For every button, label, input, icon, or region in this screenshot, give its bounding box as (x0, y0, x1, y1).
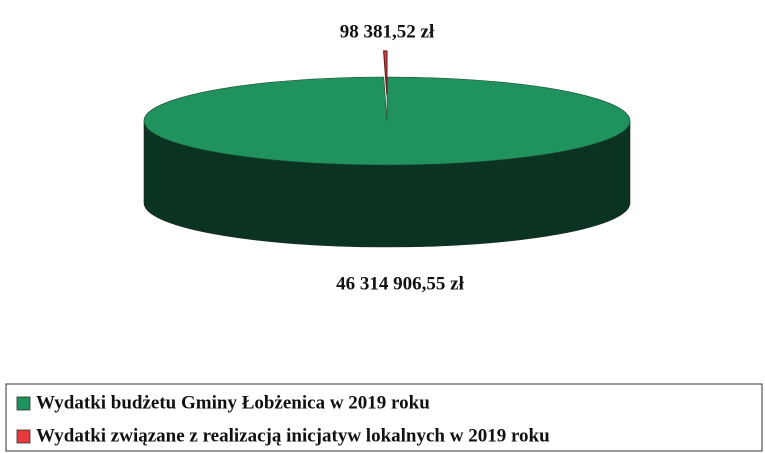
pie-slice (143, 76, 631, 166)
legend-box (5, 383, 763, 452)
legend-swatch (16, 396, 31, 411)
legend-label: Wydatki budżetu Gminy Łobżenica w 2019 r… (36, 392, 430, 413)
legend-label: Wydatki związane z realizacją inicjatyw … (36, 425, 550, 446)
pie-slice (383, 50, 388, 96)
data-label: 46 314 906,55 zł (336, 273, 464, 294)
legend-swatch (16, 429, 31, 444)
data-label: 98 381,52 zł (340, 21, 435, 42)
